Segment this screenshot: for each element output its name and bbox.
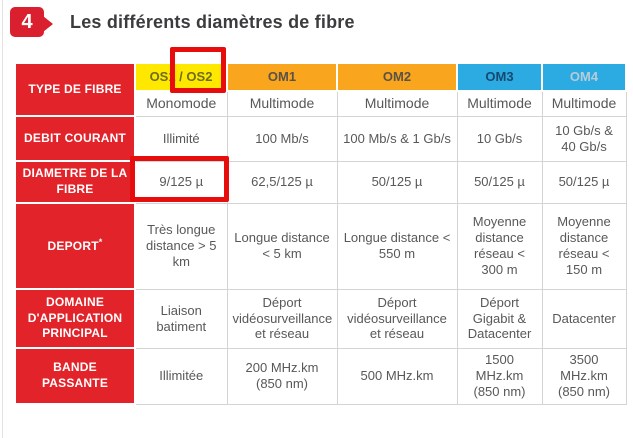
section-header: 4 Les différents diamètres de fibre (10, 7, 355, 37)
row-label-bande: BANDE PASSANTE (14, 347, 136, 405)
row-label-debit: DEBIT COURANT (14, 115, 136, 162)
mode-cell: Multimode (336, 90, 458, 117)
table-cell-highlighted: 9/125 µ (134, 160, 228, 204)
mode-cell: Monomode (134, 90, 228, 117)
table-cell: 3500 MHz.km (850 nm) (541, 347, 627, 405)
mode-cell: Multimode (456, 90, 543, 117)
table-cell: 200 MHz.km (850 nm) (226, 347, 338, 405)
table-cell: 1500 MHz.km (850 nm) (456, 347, 543, 405)
table-cell: 100 Mb/s (226, 115, 338, 162)
row-label-domaine: DOMAINE D'APPLICATION PRINCIPAL (14, 288, 136, 349)
col-header-os1-os2: OS1 / OS2 (134, 62, 228, 92)
fiber-diameter-table: TYPE DE FIBRE OS1 / OS2 OM1 OM2 OM3 OM4 … (14, 62, 627, 405)
table-cell: 500 MHz.km (336, 347, 458, 405)
table-cell: Déport vidéosurveillance et réseau (336, 288, 458, 349)
col-header-om1: OM1 (226, 62, 338, 92)
table-cell: Moyenne distance réseau < 150 m (541, 202, 627, 290)
table-cell: Datacenter (541, 288, 627, 349)
table-row-debit: DEBIT COURANT Illimité 100 Mb/s 100 Mb/s… (14, 115, 627, 162)
table-header-row: TYPE DE FIBRE OS1 / OS2 OM1 OM2 OM3 OM4 (14, 62, 627, 117)
row-label-deport: DEPORT* (14, 202, 136, 290)
mode-cell: Multimode (541, 90, 627, 117)
col-header-om4: OM4 (541, 62, 627, 92)
table-cell: Illimitée (134, 347, 228, 405)
table-cell: Déport Gigabit & Datacenter (456, 288, 543, 349)
footnote-asterisk: * (98, 237, 103, 248)
page-title: Les différents diamètres de fibre (70, 11, 355, 32)
table-row-bande: BANDE PASSANTE Illimitée 200 MHz.km (850… (14, 347, 627, 405)
table-cell: 62,5/125 µ (226, 160, 338, 204)
table-cell: Illimité (134, 115, 228, 162)
table-cell: 100 Mb/s & 1 Gb/s (336, 115, 458, 162)
mode-row: Monomode Multimode Multimode Multimode M… (15, 90, 627, 117)
table-cell: 50/125 µ (541, 160, 627, 204)
table-cell: 10 Gb/s (456, 115, 543, 162)
table-cell: 50/125 µ (336, 160, 458, 204)
section-number-badge: 4 (10, 7, 53, 37)
table-row-deport: DEPORT* Très longue distance > 5 km Long… (14, 202, 627, 290)
table-row-domaine: DOMAINE D'APPLICATION PRINCIPAL Liaison … (14, 288, 627, 349)
corner-header-cell: TYPE DE FIBRE (14, 62, 136, 117)
section-number: 4 (21, 10, 33, 33)
col-header-om2: OM2 (336, 62, 458, 92)
table-cell: Longue distance < 5 km (226, 202, 338, 290)
table-cell: Déport vidéosurveillance et réseau (226, 288, 338, 349)
col-header-om3: OM3 (456, 62, 543, 92)
table-row-diametre: DIAMETRE DE LA FIBRE 9/125 µ 62,5/125 µ … (14, 160, 627, 204)
row-label-diametre: DIAMETRE DE LA FIBRE (14, 160, 136, 204)
table-cell: 10 Gb/s & 40 Gb/s (541, 115, 627, 162)
annotation-box-9-125 (130, 156, 229, 202)
table-cell: 50/125 µ (456, 160, 543, 204)
table-cell: Moyenne distance réseau < 300 m (456, 202, 543, 290)
window-left-border (2, 0, 3, 438)
mode-cell: Multimode (226, 90, 338, 117)
table-cell: Très longue distance > 5 km (134, 202, 228, 290)
annotation-box-os2 (170, 47, 226, 93)
table-cell: Liaison batiment (134, 288, 228, 349)
table-cell: Longue distance < 550 m (336, 202, 458, 290)
